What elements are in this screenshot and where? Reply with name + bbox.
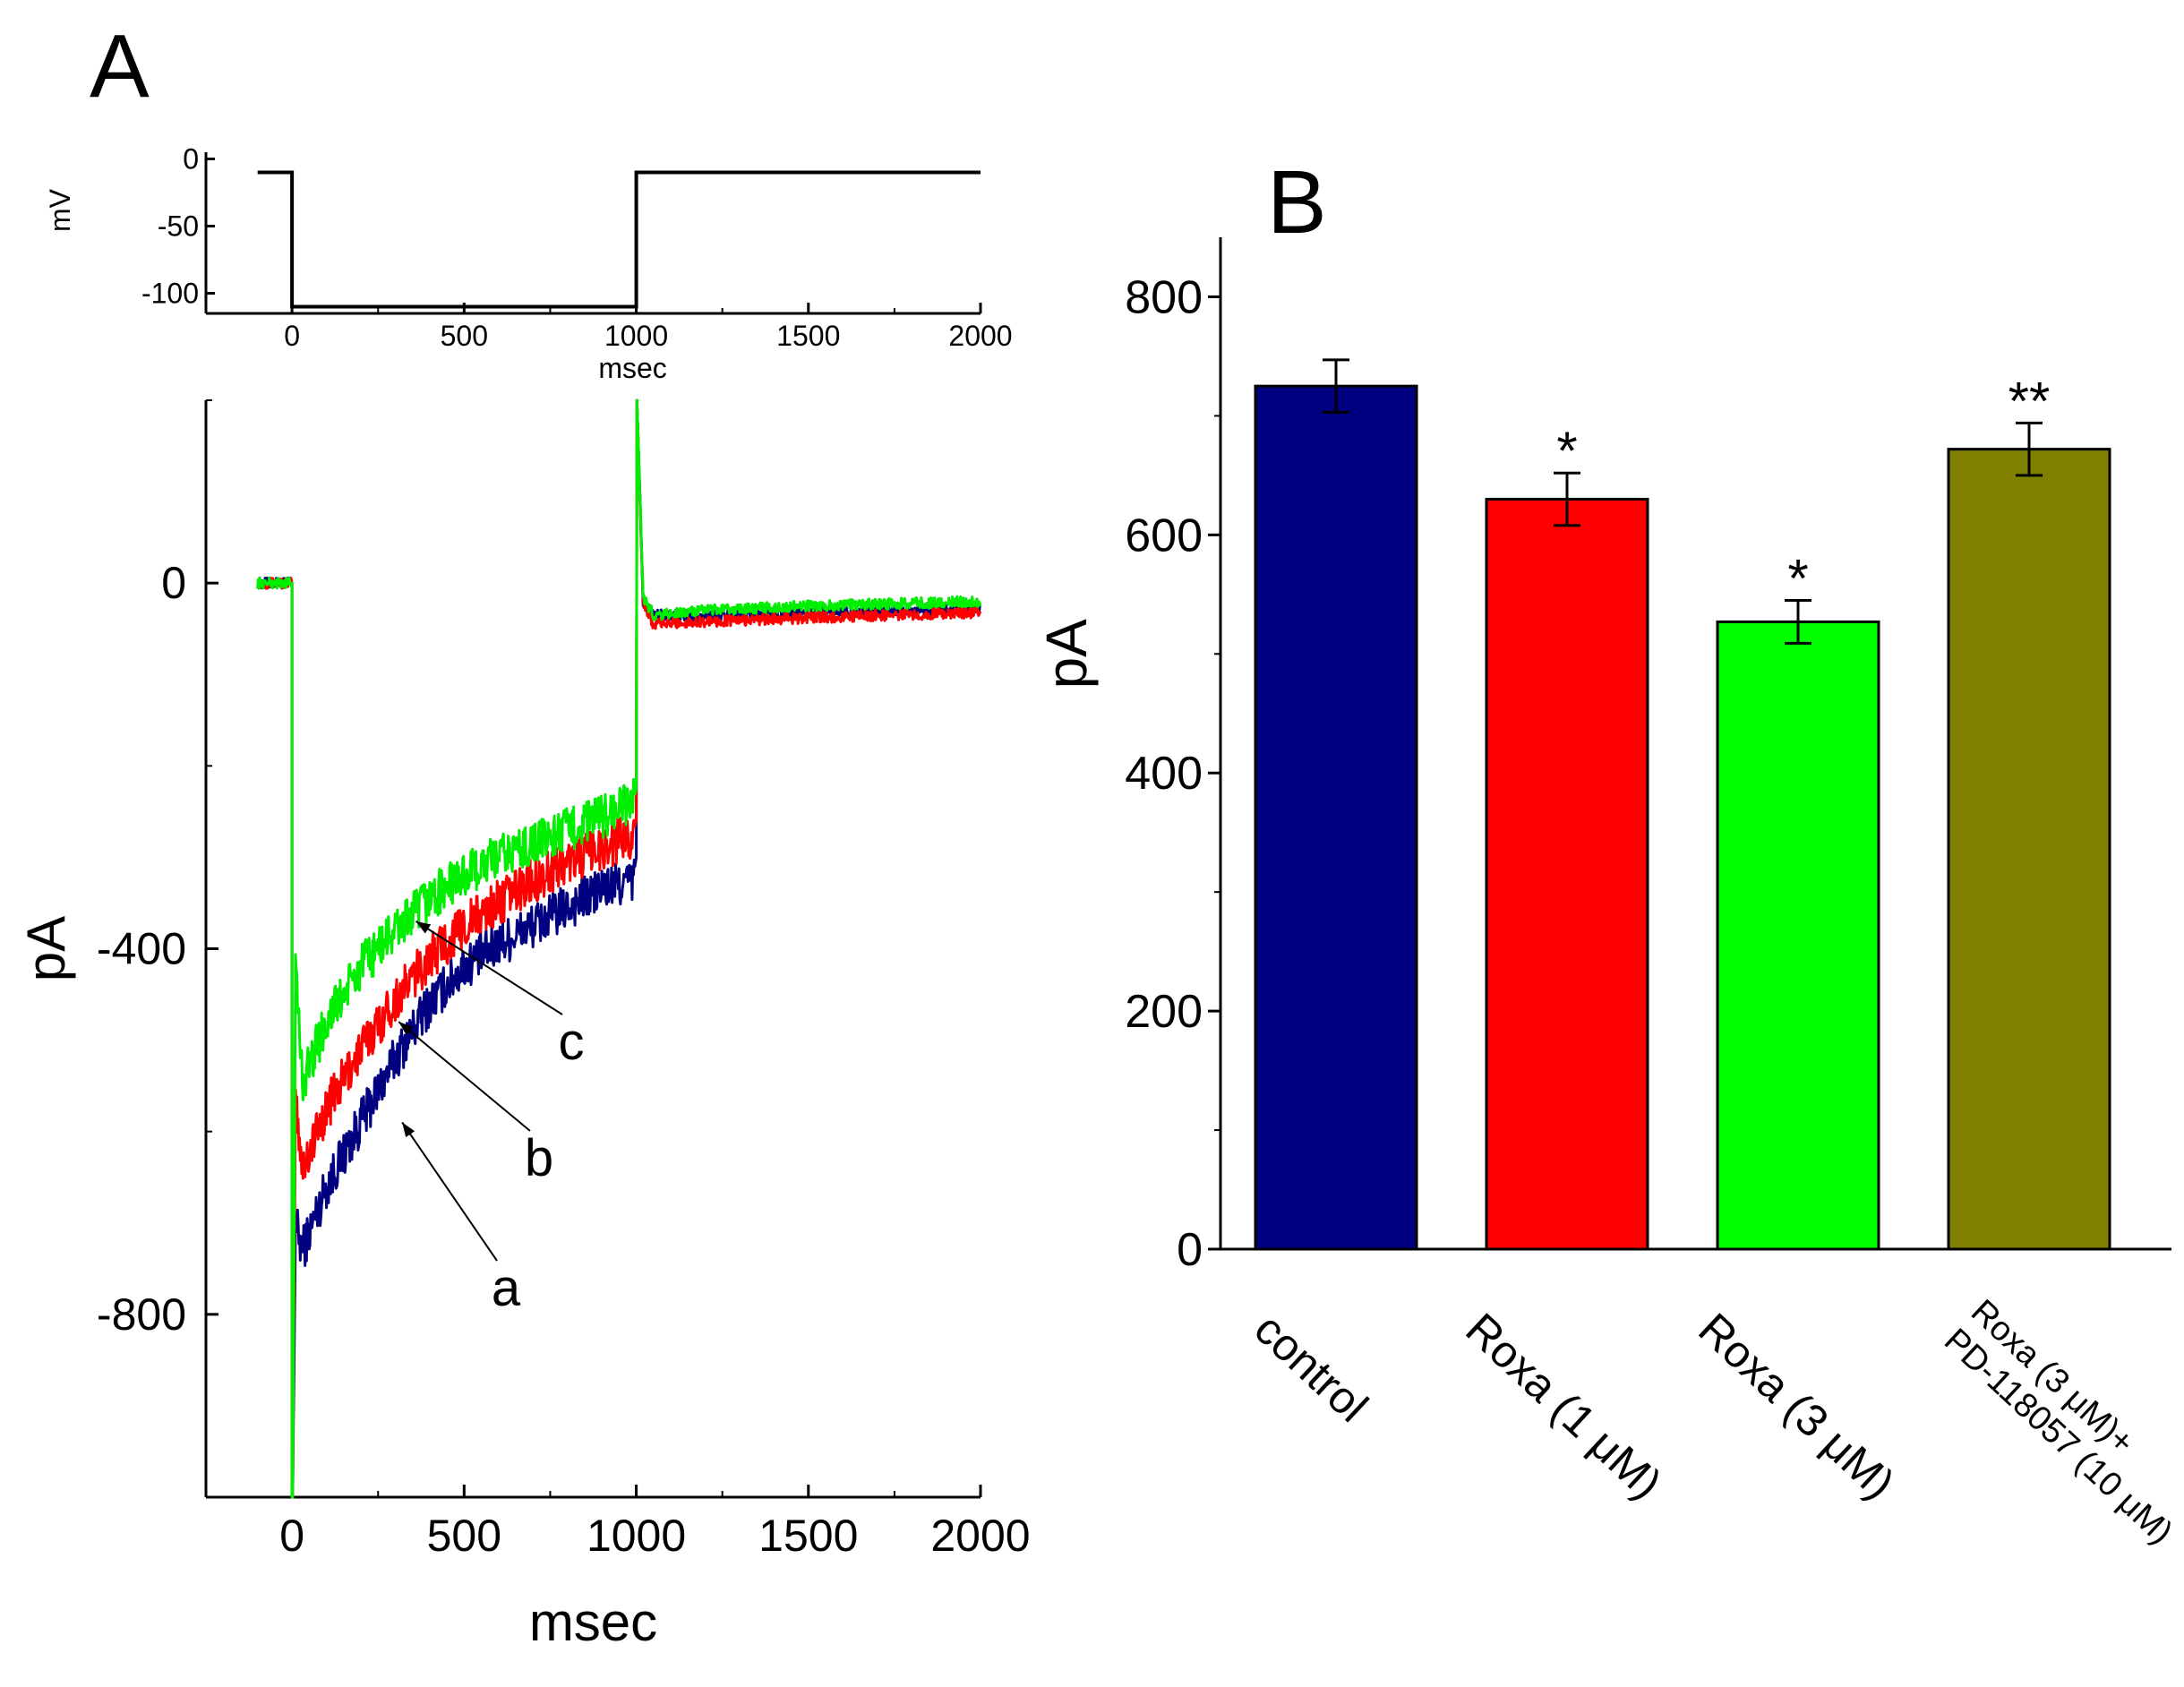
category-label-group: Roxa (3 μM)+PD-118057 (10 μM) <box>1937 1293 2180 1552</box>
traces-x-tick-label: 1000 <box>587 1511 686 1561</box>
category-label-group: Roxa (3 μM) <box>1689 1304 1904 1509</box>
traces-y-tick-label: -800 <box>97 1289 186 1340</box>
significance-marker: * <box>1556 421 1577 481</box>
annotation-arrow-head <box>402 1122 415 1138</box>
bar-y-tick-label: 200 <box>1125 986 1203 1038</box>
bar-y-tick-label: 0 <box>1177 1224 1203 1276</box>
protocol-x-tick-label: 500 <box>441 320 488 352</box>
category-label: Roxa (3 μM) <box>1689 1304 1904 1509</box>
annotation-label-b: b <box>525 1129 553 1187</box>
protocol-y-tick-label: 0 <box>183 143 199 176</box>
voltage-protocol-plot: 0 500 1000 1500 2000 0 -50 -100 mV msec <box>44 143 1013 385</box>
protocol-y-axis-label: mV <box>44 188 76 232</box>
annotation-label-c: c <box>559 1013 585 1071</box>
bar <box>1947 448 2111 1251</box>
traces-x-tick-label: 2000 <box>930 1511 1030 1561</box>
panel-b-label: B <box>1267 152 1327 253</box>
bar <box>1254 384 1418 1251</box>
trace-line-c <box>256 398 982 1499</box>
panel-a-label: A <box>90 16 150 116</box>
protocol-x-axis-label: msec <box>598 352 666 384</box>
annotation-arrow-head <box>415 921 432 934</box>
protocol-x-tick-label: 2000 <box>948 320 1012 352</box>
protocol-series-line <box>257 170 981 309</box>
bar-y-tick-label: 400 <box>1125 748 1203 800</box>
traces-y-tick-label: 0 <box>161 558 186 608</box>
bar-chart: 0 200 400 600 800 pA control * Roxa (1 μM) * Roxa … <box>1034 237 2180 1552</box>
annotation-arrow-line <box>415 921 563 1015</box>
bar-y-tick-label: 800 <box>1125 271 1203 323</box>
annotation-label-a: a <box>492 1259 521 1317</box>
annotation-arrow-line <box>398 1021 531 1132</box>
trace-line-b <box>256 398 982 1499</box>
category-label: control <box>1245 1304 1377 1432</box>
bar-y-tick-label: 600 <box>1125 510 1203 561</box>
traces-y-axis-label: pA <box>16 916 76 981</box>
category-label-group: control <box>1245 1304 1377 1432</box>
protocol-x-tick-label: 0 <box>284 320 300 352</box>
bar-y-axis-label: pA <box>1034 619 1099 689</box>
protocol-x-tick-label: 1500 <box>776 320 840 352</box>
bar <box>1485 497 1649 1251</box>
category-label-group: Roxa (1 μM) <box>1456 1304 1671 1509</box>
protocol-x-tick-label: 1000 <box>604 320 668 352</box>
protocol-y-tick-label: -100 <box>141 278 199 310</box>
annotation-arrow-line <box>401 1121 498 1262</box>
traces-x-tick-label: 0 <box>279 1511 304 1561</box>
current-traces-plot: 0 500 1000 1500 2000 0 -400 -800 pA msec a bc <box>16 398 1031 1652</box>
bar <box>1716 620 1880 1251</box>
traces-x-tick-label: 500 <box>427 1511 501 1561</box>
significance-marker: * <box>1787 548 1808 608</box>
category-label: Roxa (1 μM) <box>1456 1304 1671 1509</box>
traces-x-axis-label: msec <box>529 1592 657 1652</box>
significance-marker: ** <box>2008 371 2051 431</box>
protocol-y-tick-label: -50 <box>158 210 199 243</box>
traces-x-tick-label: 1500 <box>758 1511 858 1561</box>
annotation-arrow-head <box>398 1022 414 1036</box>
traces-y-tick-label: -400 <box>97 924 186 974</box>
